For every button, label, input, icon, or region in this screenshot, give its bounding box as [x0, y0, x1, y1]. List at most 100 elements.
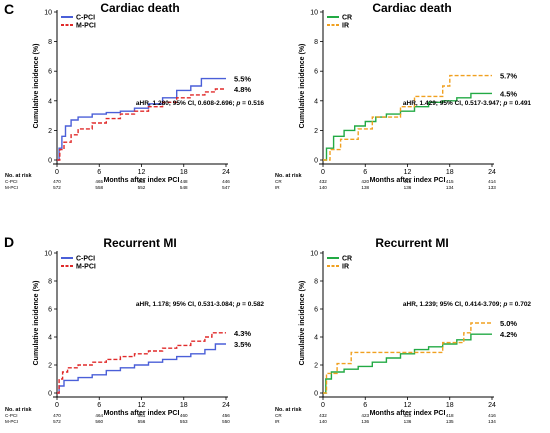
y-tick-label: 6	[314, 69, 318, 76]
series-line-ir	[323, 322, 492, 394]
at-risk-count: 464	[95, 413, 103, 418]
legend-label: C-PCI	[76, 256, 95, 263]
at-risk-count: 550	[222, 419, 230, 424]
hazard-ratio-annotation: aHR, 1.280; 95% CI, 0.608-2.696; p = 0.5…	[136, 100, 265, 107]
y-tick-label: 2	[48, 128, 52, 135]
at-risk-count: 134	[488, 419, 496, 424]
at-risk-header: No. at risk	[275, 173, 303, 179]
series-line-c-pci	[57, 77, 226, 161]
x-tick-label: 0	[321, 402, 325, 409]
chart-title: Recurrent MI	[375, 236, 448, 250]
at-risk-count: 134	[446, 185, 454, 190]
at-risk-count: 465	[95, 179, 103, 184]
x-tick-label: 24	[488, 169, 496, 176]
hazard-ratio-annotation: aHR, 1.178; 95% CI, 0.531-3.084; p = 0.5…	[136, 301, 265, 308]
x-axis-label: Months after index PCI	[370, 410, 446, 417]
y-tick-label: 8	[314, 39, 318, 46]
x-axis-label: Months after index PCI	[370, 177, 446, 184]
y-tick-label: 4	[48, 335, 52, 342]
x-tick-label: 0	[55, 402, 59, 409]
y-tick-label: 6	[314, 307, 318, 314]
x-tick-label: 12	[404, 169, 412, 176]
end-label-m-pci: 4.3%	[234, 329, 251, 338]
series-line-cr	[323, 333, 492, 394]
at-risk-group-label: IR	[275, 185, 280, 190]
series-line-cr	[323, 92, 492, 161]
at-risk-count: 460	[180, 413, 188, 418]
at-risk-count: 420	[361, 179, 369, 184]
x-tick-label: 6	[363, 402, 367, 409]
hazard-ratio-annotation: aHR, 1.429; 95% CI, 0.517-3.947; p = 0.4…	[403, 100, 532, 107]
y-tick-label: 10	[44, 251, 52, 258]
y-tick-label: 6	[48, 307, 52, 314]
x-tick-label: 12	[138, 402, 146, 409]
at-risk-count: 140	[319, 419, 327, 424]
legend-label: M-PCI	[76, 264, 96, 271]
y-tick-label: 2	[48, 363, 52, 370]
at-risk-header: No. at risk	[5, 173, 33, 179]
at-risk-count: 136	[404, 419, 412, 424]
x-tick-label: 6	[363, 169, 367, 176]
at-risk-count: 414	[488, 179, 496, 184]
end-label-ir: 5.0%	[500, 319, 517, 328]
x-tick-label: 0	[321, 169, 325, 176]
y-tick-label: 8	[314, 279, 318, 286]
at-risk-count: 416	[488, 413, 496, 418]
at-risk-group-label: M-PCI	[5, 185, 18, 190]
x-axis-label: Months after index PCI	[104, 177, 180, 184]
at-risk-header: No. at risk	[5, 407, 33, 413]
at-risk-count: 453	[138, 179, 146, 184]
at-risk-count: 552	[138, 185, 146, 190]
y-tick-label: 4	[48, 98, 52, 105]
end-label-m-pci: 4.8%	[234, 85, 251, 94]
hazard-ratio-annotation: aHR, 1.239; 95% CI, 0.414-3.709; p = 0.7…	[403, 301, 532, 308]
y-tick-label: 2	[314, 128, 318, 135]
at-risk-count: 416	[404, 179, 412, 184]
x-tick-label: 24	[222, 402, 230, 409]
x-tick-label: 24	[222, 169, 230, 176]
at-risk-count: 448	[180, 179, 188, 184]
at-risk-count: 572	[53, 185, 61, 190]
panel-letter-c: C	[4, 1, 14, 17]
at-risk-count: 135	[446, 419, 454, 424]
legend-label: C-PCI	[76, 15, 95, 22]
at-risk-count: 140	[319, 185, 327, 190]
legend-label: IR	[342, 23, 349, 30]
x-axis-label: Months after index PCI	[104, 410, 180, 417]
at-risk-count: 432	[319, 413, 327, 418]
x-tick-label: 18	[446, 169, 454, 176]
at-risk-count: 418	[446, 413, 454, 418]
x-tick-label: 6	[97, 402, 101, 409]
legend-label: CR	[342, 15, 352, 22]
at-risk-count: 572	[53, 419, 61, 424]
y-axis-label: Cumulative incidence (%)	[299, 44, 306, 129]
at-risk-group-label: C-PCI	[5, 413, 18, 418]
at-risk-count: 423	[361, 413, 369, 418]
y-tick-label: 0	[314, 391, 318, 398]
at-risk-count: 133	[488, 185, 496, 190]
series-line-c-pci	[57, 343, 226, 394]
y-tick-label: 10	[310, 251, 318, 258]
at-risk-count: 446	[222, 179, 230, 184]
series-line-m-pci	[57, 88, 226, 161]
at-risk-count: 432	[319, 179, 327, 184]
at-risk-count: 548	[180, 185, 188, 190]
y-axis-label: Cumulative incidence (%)	[33, 281, 40, 366]
end-label-ir: 5.7%	[500, 72, 517, 81]
legend-label: CR	[342, 256, 352, 263]
at-risk-group-label: C-PCI	[5, 179, 18, 184]
y-tick-label: 10	[44, 10, 52, 17]
x-tick-label: 24	[488, 402, 496, 409]
y-axis-label: Cumulative incidence (%)	[299, 281, 306, 366]
chart-title: Recurrent MI	[103, 236, 176, 250]
x-tick-label: 6	[97, 169, 101, 176]
at-risk-count: 470	[53, 179, 61, 184]
series-line-ir	[323, 74, 492, 161]
y-tick-label: 8	[48, 39, 52, 46]
at-risk-count: 138	[361, 185, 369, 190]
y-tick-label: 0	[48, 391, 52, 398]
at-risk-header: No. at risk	[275, 407, 303, 413]
